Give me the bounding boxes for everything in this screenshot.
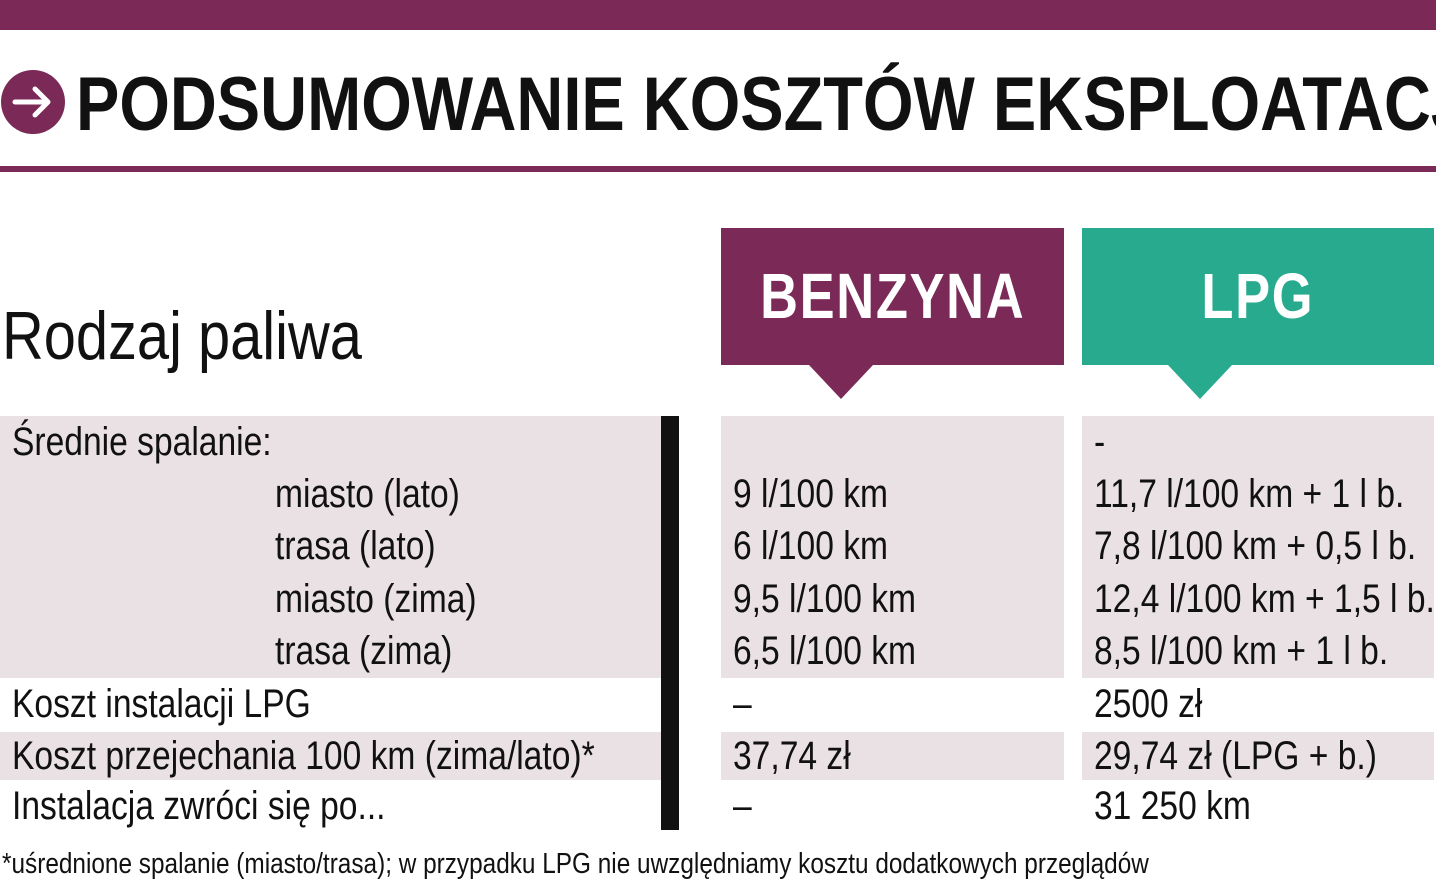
top-accent-bar <box>0 0 1436 30</box>
row-shade-block <box>721 732 1064 780</box>
table-cell-benzyna: – <box>733 682 752 726</box>
table-cell-lpg: 29,74 zł (LPG + b.) <box>1094 734 1377 778</box>
row-shade-block <box>1082 732 1434 780</box>
table-cell-lpg: - <box>1094 420 1106 464</box>
column-divider <box>661 416 679 830</box>
table-cell-benzyna: 6 l/100 km <box>733 524 889 568</box>
column-header-benzyna-label: BENZYNA <box>759 260 1026 332</box>
table-row-label: Koszt przejechania 100 km (zima/lato)* <box>12 734 595 778</box>
row-shade-block <box>0 732 661 780</box>
table-cell-lpg: 2500 zł <box>1094 682 1203 726</box>
row-shade-block <box>0 416 661 678</box>
column-pointer-benzyna <box>809 365 873 399</box>
header-divider <box>0 166 1436 172</box>
table-cell-lpg: 7,8 l/100 km + 0,5 l b. <box>1094 524 1417 568</box>
table-cell-lpg: 11,7 l/100 km + 1 l b. <box>1094 472 1405 516</box>
page-title: PODSUMOWANIE KOSZTÓW EKSPLOATACJI <box>76 62 1436 147</box>
column-header-benzyna: BENZYNA <box>721 228 1064 365</box>
table-row-label: miasto (zima) <box>275 577 477 621</box>
table-cell-benzyna: – <box>733 784 752 828</box>
table-cell-benzyna: 9 l/100 km <box>733 472 889 516</box>
column-pointer-lpg <box>1168 365 1232 399</box>
row-shade-block <box>721 416 1064 678</box>
row-shade-block <box>1082 416 1434 678</box>
column-header-lpg: LPG <box>1082 228 1434 365</box>
column-header-lpg-label: LPG <box>1201 260 1315 332</box>
table-row-label: Instalacja zwróci się po... <box>12 784 386 828</box>
table-cell-benzyna: 9,5 l/100 km <box>733 577 917 621</box>
table-cell-lpg: 8,5 l/100 km + 1 l b. <box>1094 629 1389 673</box>
table-row-label: miasto (lato) <box>275 472 460 516</box>
table-cell-benzyna: 6,5 l/100 km <box>733 629 917 673</box>
table-row-label: trasa (zima) <box>275 629 453 673</box>
arrow-right-icon <box>1 70 65 134</box>
table-row-label: Koszt instalacji LPG <box>12 682 311 726</box>
table-row-label: trasa (lato) <box>275 524 436 568</box>
table-cell-lpg: 31 250 km <box>1094 784 1251 828</box>
table-cell-lpg: 12,4 l/100 km + 1,5 l b. <box>1094 577 1435 621</box>
fuel-type-label: Rodzaj paliwa <box>2 298 362 374</box>
table-cell-benzyna: 37,74 zł <box>733 734 851 778</box>
table-row-label: Średnie spalanie: <box>12 420 272 464</box>
footnote: *uśrednione spalanie (miasto/trasa); w p… <box>2 848 1149 880</box>
